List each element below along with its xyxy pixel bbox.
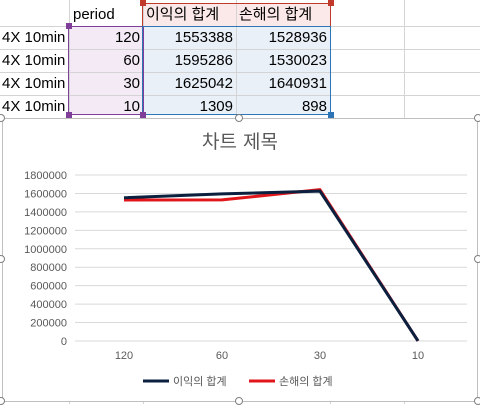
range-handle[interactable] <box>66 23 72 29</box>
header-loss[interactable]: 손해의 합계 <box>239 6 313 23</box>
chart-resize-handle[interactable] <box>0 255 5 263</box>
y-tick-label: 0 <box>61 336 67 348</box>
cell-loss[interactable]: 1530023 <box>268 52 327 69</box>
x-tick-label: 60 <box>216 350 228 362</box>
legend-label: 이익의 합계 <box>173 375 227 388</box>
row-label[interactable]: 4X 10min <box>2 75 66 92</box>
cell-profit[interactable]: 1625042 <box>174 75 233 92</box>
chart-resize-handle[interactable] <box>235 114 243 122</box>
chart-resize-handle[interactable] <box>474 255 480 263</box>
header-period[interactable]: period <box>73 6 115 23</box>
chart-plot: 0 200000 400000 600000 800000 1000000 1200000 1… <box>24 170 467 388</box>
row-divider <box>0 49 480 50</box>
range-handle[interactable] <box>328 0 334 6</box>
y-tick-label: 800000 <box>30 262 67 274</box>
cell-period[interactable]: 10 <box>123 98 140 115</box>
cell-period[interactable]: 120 <box>114 29 140 46</box>
range-handle[interactable] <box>328 112 334 118</box>
y-tick-label: 200000 <box>30 318 67 330</box>
row-divider <box>0 72 480 73</box>
y-tick-label: 1800000 <box>24 170 67 182</box>
cell-period[interactable]: 30 <box>123 75 140 92</box>
x-tick-label: 30 <box>314 350 326 362</box>
row-divider <box>0 95 480 96</box>
y-tick-label: 1600000 <box>24 188 67 200</box>
cell-loss[interactable]: 1640931 <box>268 75 327 92</box>
legend-label: 손해의 합계 <box>279 374 333 388</box>
y-tick-label: 600000 <box>30 281 67 293</box>
range-handle[interactable] <box>140 0 146 6</box>
y-tick-label: 1200000 <box>24 225 67 237</box>
x-tick-label: 120 <box>115 350 133 362</box>
chart-title[interactable]: 차트 제목 <box>202 131 278 153</box>
x-tick-label: 10 <box>412 350 424 362</box>
cell-period[interactable]: 60 <box>123 52 140 69</box>
period-range-border <box>68 26 144 115</box>
cell-profit[interactable]: 1595286 <box>174 52 233 69</box>
row-label[interactable]: 4X 10min <box>2 52 66 69</box>
chart-resize-handle[interactable] <box>474 114 480 122</box>
row-label[interactable]: 4X 10min <box>2 29 66 46</box>
period-range-highlight <box>69 26 143 115</box>
range-handle[interactable] <box>140 112 146 118</box>
range-handle[interactable] <box>66 112 72 118</box>
line-chart[interactable]: 차트 제목 0 200000 400000 600000 800000 1000000 12… <box>2 118 478 402</box>
chart-resize-handle[interactable] <box>0 114 5 122</box>
y-tick-label: 1000000 <box>24 244 67 256</box>
cell-loss[interactable]: 898 <box>301 98 327 115</box>
cell-profit[interactable]: 1553388 <box>174 29 233 46</box>
header-profit[interactable]: 이익의 합계 <box>146 6 220 23</box>
cell-loss[interactable]: 1528936 <box>268 29 327 46</box>
cell-profit[interactable]: 1309 <box>199 98 233 115</box>
series-line <box>123 189 420 342</box>
y-tick-label: 400000 <box>30 299 67 311</box>
row-label[interactable]: 4X 10min <box>2 98 66 115</box>
y-tick-label: 1400000 <box>24 207 67 219</box>
